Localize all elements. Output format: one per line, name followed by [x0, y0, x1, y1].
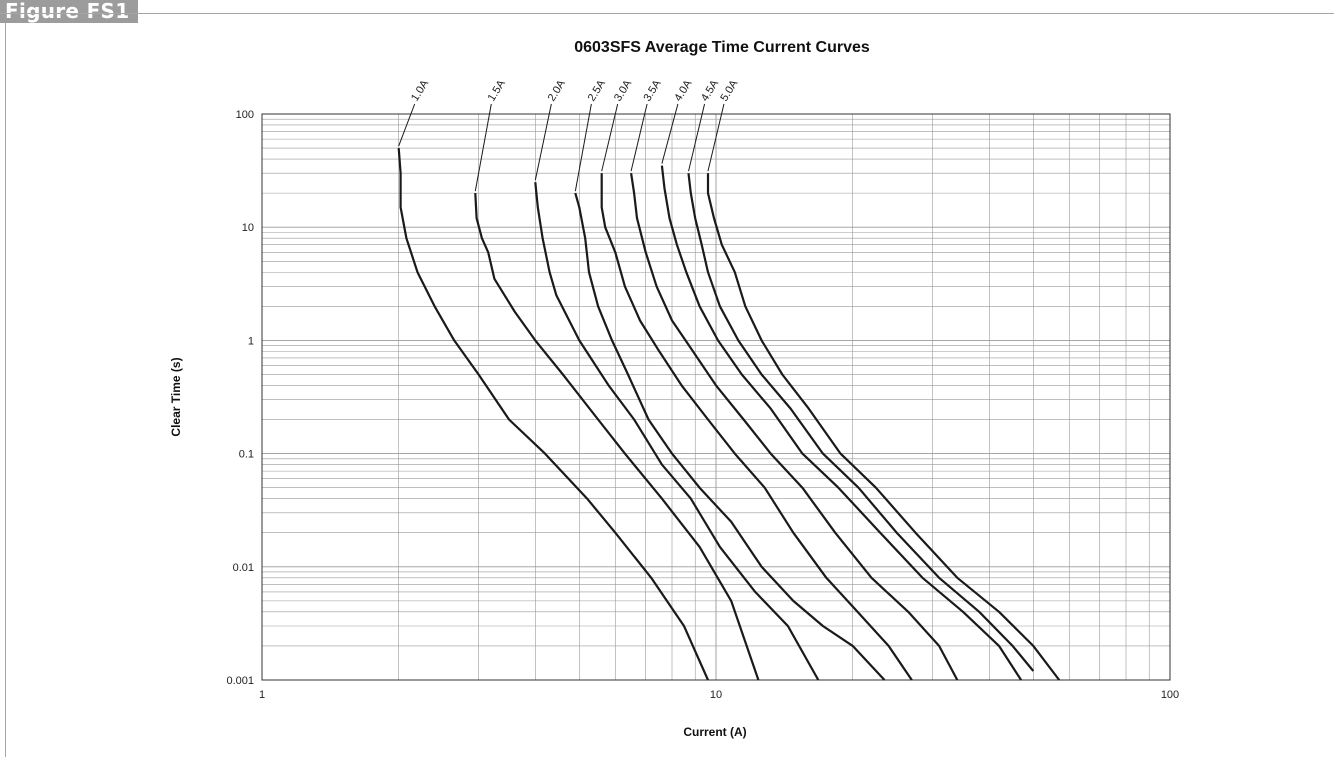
fuse-curve-4.0A [660, 165, 1023, 681]
fuse-curve-3.5A [630, 173, 959, 681]
x-tick-label: 1 [259, 689, 265, 701]
tick-labels: 1 10 100 100 10 1 0.1 0.01 0.001 [226, 109, 1179, 701]
curve-label: 2.0A [546, 77, 569, 103]
x-axis-label: Current (A) [683, 725, 746, 739]
curve-leader-line [661, 103, 679, 164]
y-tick-label: 100 [236, 109, 254, 121]
frame-top-rule [0, 13, 1334, 14]
curve-leader-line [630, 103, 648, 172]
curve-leader-line [601, 103, 619, 172]
plot-border [261, 113, 1171, 681]
fuse-curve-1.0A [397, 148, 710, 681]
y-tick-label: 0.01 [233, 562, 254, 574]
curve-label: 1.0A [409, 77, 432, 103]
y-tick-label: 1 [248, 335, 254, 347]
curve-leader-line [574, 103, 592, 192]
fuse-curve-3.0A [600, 173, 913, 681]
grid [261, 113, 1171, 681]
curve-label: 3.5A [641, 77, 664, 103]
y-tick-label: 0.001 [226, 675, 254, 687]
curve-leader-line [707, 103, 725, 172]
fuse-curve-4.5A [687, 173, 1035, 672]
curve-label: 3.0A [612, 77, 635, 103]
chart-title: 0603SFS Average Time Current Curves [574, 39, 870, 56]
fuse-curve-1.5A [474, 193, 760, 681]
curve-leader-line [398, 103, 416, 147]
frame-left-rule [5, 23, 6, 757]
curve-leader-line [474, 103, 492, 192]
curve-leader-line [534, 103, 552, 181]
curve-label: 5.0A [718, 77, 741, 103]
x-tick-label: 10 [710, 689, 722, 701]
y-axis-label: Clear Time (s) [169, 357, 183, 436]
curve-label: 1.5A [486, 77, 509, 103]
curve-label: 2.5A [586, 77, 609, 103]
x-tick-label: 100 [1161, 689, 1179, 701]
fuse-curve-2.5A [574, 192, 886, 681]
figure-label: Figure FS1 [0, 0, 139, 23]
curve-label: 4.0A [672, 77, 695, 103]
fuse-curve-5.0A [706, 173, 1061, 681]
curve-leader-line [688, 103, 706, 172]
y-tick-label: 10 [242, 222, 254, 234]
fuse-curve-2.0A [534, 182, 820, 681]
curves [397, 148, 1061, 681]
curve-label: 4.5A [699, 77, 722, 103]
y-tick-label: 0.1 [239, 449, 254, 461]
